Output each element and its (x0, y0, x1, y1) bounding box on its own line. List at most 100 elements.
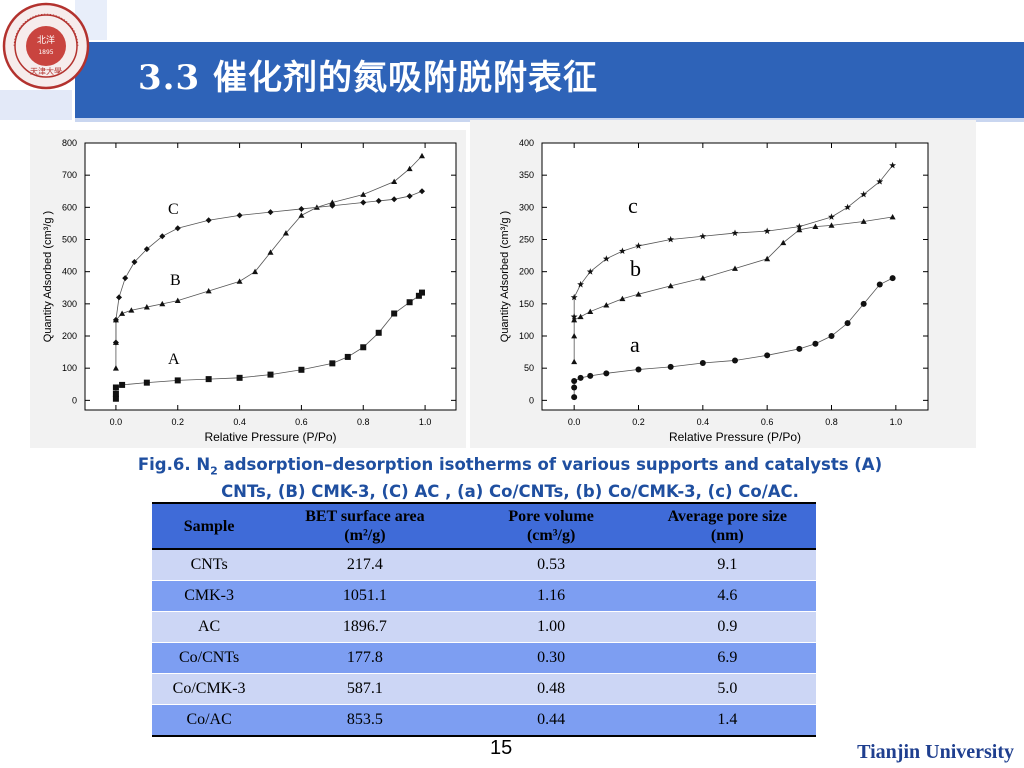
header-sample: Sample (152, 502, 267, 550)
data-point-c (619, 247, 626, 254)
data-point-B (298, 212, 305, 218)
y-tick-label: 200 (519, 267, 534, 277)
data-point-C (329, 202, 336, 209)
table-cell: 5.0 (638, 673, 816, 705)
data-point-a (587, 372, 594, 379)
series-label-a: a (630, 332, 640, 357)
data-point-c (860, 190, 868, 198)
table-cell: 1.00 (463, 611, 639, 643)
figure-caption: Fig.6. N2 adsorption–desorption isotherm… (60, 454, 960, 502)
x-axis-label: Relative Pressure (P/Po) (204, 430, 336, 444)
data-point-b (699, 275, 706, 281)
data-point-a (571, 384, 578, 391)
table-cell: 587.1 (266, 673, 464, 705)
data-point-a (860, 300, 867, 307)
series-label-b: b (630, 256, 641, 281)
data-point-C (391, 196, 398, 203)
table-cell: 1.16 (463, 580, 639, 612)
data-point-C (143, 246, 150, 253)
x-tick-label: 0.2 (171, 417, 184, 427)
data-point-B (360, 191, 367, 197)
table-row: Co/AC 853.5 0.44 1.4 (152, 704, 816, 737)
data-point-a (577, 374, 584, 381)
y-tick-label: 100 (519, 331, 534, 341)
table-cell: 0.9 (638, 611, 816, 643)
data-point-a (732, 357, 738, 364)
data-point-C (112, 316, 119, 323)
table-row: CMK-3 1051.1 1.16 4.6 (152, 580, 816, 612)
table-cell: 0.48 (463, 673, 639, 705)
x-tick-label: 0.0 (110, 417, 123, 427)
table-cell: 1.4 (638, 704, 816, 737)
table-cell: 9.1 (638, 548, 816, 581)
data-point-a (828, 333, 835, 340)
data-point-A (236, 374, 243, 381)
data-point-B (406, 165, 413, 172)
data-point-b (796, 226, 803, 233)
data-point-b (577, 313, 584, 320)
series-b (571, 213, 896, 365)
data-point-b (828, 222, 835, 228)
data-point-c (876, 178, 884, 185)
table-cell: CNTs (152, 548, 267, 581)
y-tick-label: 150 (519, 299, 534, 309)
y-axis-label: Quantity Adsorbed (cm³/g ) (42, 211, 54, 342)
data-point-b (619, 295, 626, 302)
data-point-b (635, 291, 642, 297)
x-tick-label: 0.8 (825, 417, 838, 427)
y-tick-label: 200 (62, 331, 77, 341)
x-tick-label: 0.4 (697, 417, 710, 427)
data-point-B (418, 152, 425, 159)
y-tick-label: 700 (62, 170, 77, 180)
plot-frame (541, 142, 929, 411)
data-point-A (298, 366, 305, 373)
data-point-a (796, 345, 803, 352)
decor-square-left (0, 90, 72, 120)
plot-frame (84, 142, 457, 411)
data-point-c (570, 313, 578, 320)
data-point-A (119, 381, 126, 388)
y-tick-label: 800 (62, 138, 77, 148)
data-point-a (635, 366, 642, 373)
x-axis-label: Relative Pressure (P/Po) (669, 430, 801, 444)
y-tick-label: 50 (524, 363, 534, 373)
data-point-B (282, 230, 289, 236)
data-point-c (635, 242, 642, 249)
data-point-C (131, 259, 138, 266)
x-tick-label: 0.0 (568, 417, 581, 427)
y-tick-label: 600 (62, 202, 77, 212)
svg-text:1895: 1895 (38, 49, 53, 56)
data-point-A (418, 289, 425, 296)
y-tick-label: 350 (519, 170, 534, 180)
data-point-A (112, 395, 119, 402)
x-tick-label: 0.6 (295, 417, 308, 427)
data-point-A (415, 292, 422, 299)
data-point-c (731, 229, 739, 236)
series-c (570, 161, 896, 320)
university-seal-logo: 北洋 1895 天津大學 (2, 2, 90, 90)
data-point-b (587, 308, 594, 314)
data-point-a (889, 275, 896, 282)
data-point-B (159, 300, 166, 307)
header-average-pore-size: Average pore size (nm) (638, 502, 816, 550)
chart-supports-isotherms: 0.0 0.2 0.4 0.6 0.8 1.0 0 100 200 300 400 500 600 700… (30, 130, 466, 448)
data-point-a (844, 320, 851, 327)
data-point-C (122, 275, 129, 282)
title-band (75, 42, 1024, 118)
series-C (112, 188, 425, 346)
data-point-A (143, 379, 150, 386)
footer-organization: Tianjin University (857, 741, 1014, 763)
data-point-c (763, 227, 771, 235)
table-cell: Co/CNTs (152, 642, 267, 674)
y-tick-label: 100 (62, 363, 77, 373)
data-point-c (889, 161, 896, 169)
data-point-C (159, 233, 166, 240)
table-cell: AC (152, 611, 267, 643)
data-point-C (418, 188, 425, 195)
header-pore-volume: Pore volume (cm³/g) (463, 502, 639, 550)
data-point-b (603, 302, 610, 308)
data-point-b (667, 282, 674, 289)
data-point-c (602, 255, 610, 262)
y-tick-label: 300 (519, 202, 534, 212)
caption-line-2: CNTs, (B) CMK-3, (C) AC , (a) Co/CNTs, (… (221, 482, 799, 502)
